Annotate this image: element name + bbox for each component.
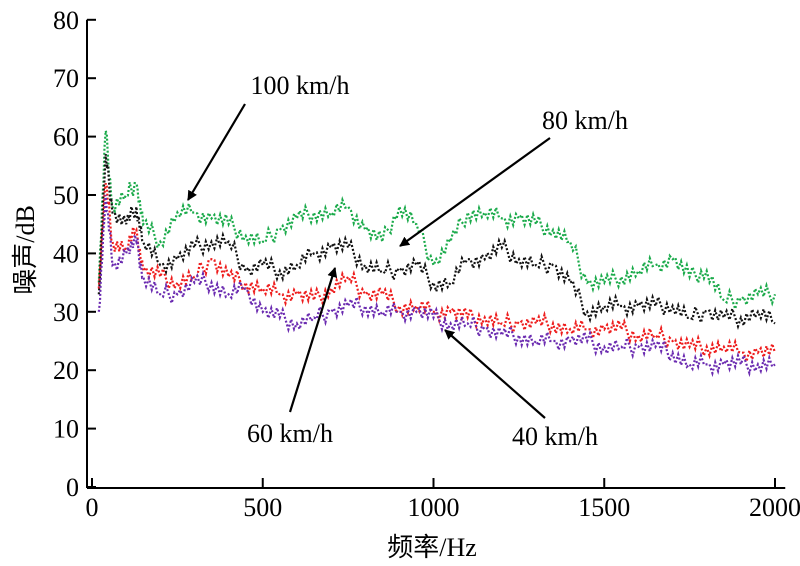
y-tick-label: 20 [53,356,79,385]
y-tick-label: 0 [66,473,79,502]
x-tick-label: 500 [243,493,282,522]
series-line-40-km-h [97,194,776,378]
annotations: 100 km/h 80 km/h 60 km/h 40 km/h [187,71,628,451]
series-line-60-km-h [97,182,777,366]
annotation-arrow [288,267,338,413]
y-tick-label: 40 [53,239,79,268]
x-tick-label: 2000 [749,493,800,522]
x-tick-label: 1500 [578,493,630,522]
annotation-arrow [444,329,546,419]
x-tick-label: 0 [86,493,99,522]
y-tick-label: 10 [53,415,79,444]
annotation-label: 40 km/h [512,422,598,451]
axes: 0 500 1000 1500 2000 0 10 20 30 40 50 60 70 80 [53,6,800,522]
y-tick-label: 50 [53,181,79,210]
annotation-arrow [187,103,246,201]
annotation-label: 60 km/h [247,419,333,448]
annotation-label: 100 km/h [251,71,350,100]
y-tick-label: 60 [53,123,79,152]
x-axis-label: 频率/Hz [387,533,477,562]
y-tick-label: 80 [53,6,79,35]
y-tick-label: 70 [53,64,79,93]
annotation-arrow [399,137,551,247]
annotation-label: 80 km/h [542,106,628,135]
series-line-100-km-h [97,130,777,313]
y-tick-label: 30 [53,298,79,327]
x-tick-label: 1000 [408,493,460,522]
series-group [97,130,777,378]
y-axis-label: 噪声/dB [11,205,40,295]
